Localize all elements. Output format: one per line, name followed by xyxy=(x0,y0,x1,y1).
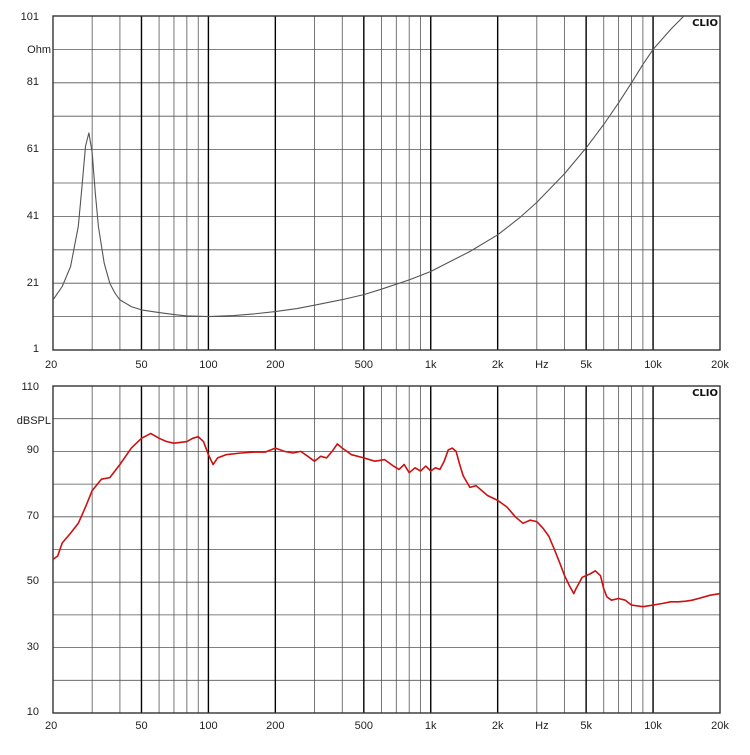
y-axis: 110 90 70 50 30 10 dBSPL xyxy=(17,381,51,718)
x-tick-label: 10k xyxy=(644,359,662,371)
y-axis: 101 81 61 41 21 1 Ohm xyxy=(21,11,51,355)
x-tick-label: 20k xyxy=(711,720,729,732)
x-tick-label: 1k xyxy=(425,359,437,371)
x-tick-label: 20 xyxy=(45,359,57,371)
impedance-curve xyxy=(53,16,685,318)
y-tick-label: 101 xyxy=(21,11,39,23)
x-axis-label: Hz xyxy=(535,359,548,371)
x-tick-label: 10k xyxy=(644,720,662,732)
y-tick-label: 70 xyxy=(27,510,39,522)
y-tick-label: 41 xyxy=(27,210,39,222)
x-axis: 20 50 100 200 500 1k 2k Hz 5k 10k 20k xyxy=(45,720,729,732)
x-axis-label: Hz xyxy=(535,720,548,732)
x-tick-label: 50 xyxy=(135,359,147,371)
y-tick-label: 50 xyxy=(27,575,39,587)
plot-frame xyxy=(52,385,721,714)
spl-chart: 110 90 70 50 30 10 dBSPL 20 50 100 200 500 1k 2k Hz 5k 1… xyxy=(17,381,730,732)
brand-label: CLIO xyxy=(692,388,718,399)
spl-curve xyxy=(53,432,720,608)
x-tick-label: 20 xyxy=(45,720,57,732)
y-tick-label: 1 xyxy=(33,343,39,355)
x-tick-label: 5k xyxy=(580,359,592,371)
y-tick-label: 10 xyxy=(27,706,39,718)
x-tick-label: 100 xyxy=(199,720,217,732)
x-tick-label: 200 xyxy=(266,720,284,732)
x-tick-label: 500 xyxy=(355,720,373,732)
brand-label: CLIO xyxy=(692,18,718,29)
horizontal-gridlines xyxy=(53,418,720,681)
x-tick-label: 100 xyxy=(199,359,217,371)
y-tick-label: 61 xyxy=(27,143,39,155)
vertical-gridlines xyxy=(91,386,654,713)
x-tick-label: 50 xyxy=(135,720,147,732)
y-tick-label: 21 xyxy=(27,277,39,289)
vertical-gridlines xyxy=(91,16,654,350)
y-axis-label: Ohm xyxy=(27,44,51,56)
y-tick-label: 30 xyxy=(27,641,39,653)
x-tick-label: 5k xyxy=(580,720,592,732)
plot-frame xyxy=(52,15,721,351)
y-tick-label: 81 xyxy=(27,76,39,88)
x-tick-label: 1k xyxy=(425,720,437,732)
y-tick-label: 90 xyxy=(27,444,39,456)
x-axis: 20 50 100 200 500 1k 2k Hz 5k 10k 20k xyxy=(45,359,729,371)
y-tick-label: 110 xyxy=(21,381,39,393)
x-tick-label: 200 xyxy=(266,359,284,371)
y-axis-label: dBSPL xyxy=(17,415,51,427)
x-tick-label: 2k xyxy=(492,359,504,371)
x-tick-label: 2k xyxy=(492,720,504,732)
x-tick-label: 500 xyxy=(355,359,373,371)
x-tick-label: 20k xyxy=(711,359,729,371)
